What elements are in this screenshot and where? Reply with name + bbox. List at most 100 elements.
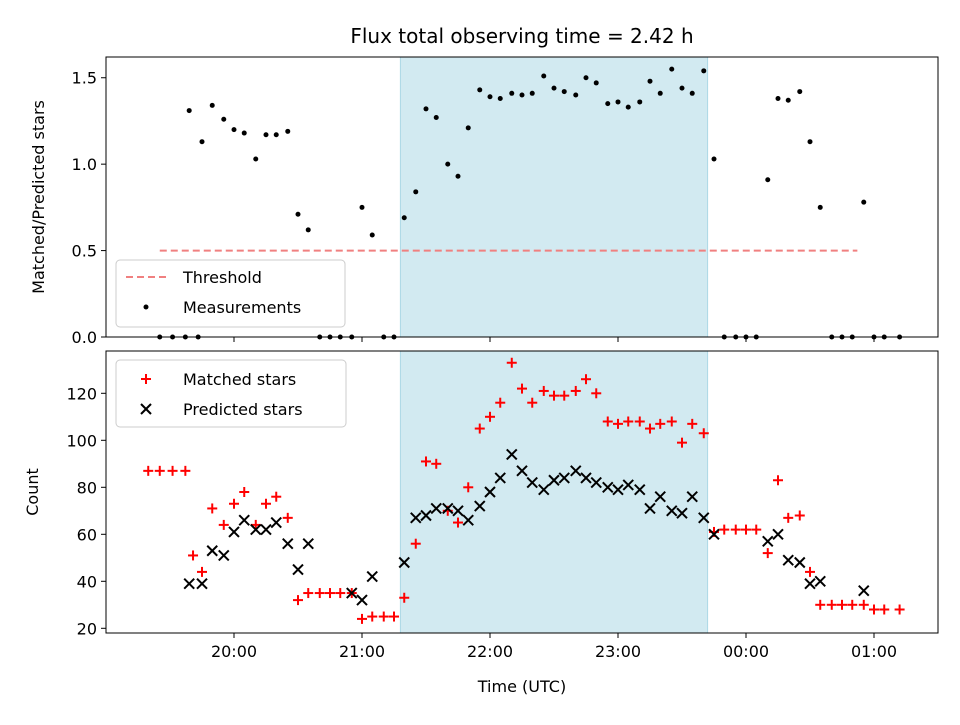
matched-star-point bbox=[645, 423, 655, 434]
matched-star-point bbox=[378, 611, 389, 622]
matched-star-point bbox=[847, 599, 858, 610]
predicted-star-point bbox=[858, 584, 870, 597]
matched-star-point bbox=[453, 517, 463, 528]
matched-star-point bbox=[602, 416, 613, 427]
legend-measurements-swatch bbox=[143, 304, 149, 310]
measurement-point bbox=[669, 66, 675, 72]
predicted-star-point-b bbox=[602, 481, 614, 494]
x-tick-label: 22:00 bbox=[467, 642, 513, 661]
matched-star-point bbox=[474, 423, 485, 434]
predicted-star-point bbox=[430, 502, 442, 515]
measurement-point bbox=[477, 87, 483, 93]
x-tick-label: 00:00 bbox=[723, 642, 769, 661]
legend-measurements-label: Measurements bbox=[183, 298, 301, 317]
predicted-star-point-b bbox=[398, 556, 410, 569]
predicted-star-point-b bbox=[666, 505, 678, 517]
predicted-star-point-b bbox=[526, 476, 538, 489]
predicted-star-point bbox=[634, 483, 646, 496]
predicted-star-point-b bbox=[462, 514, 474, 526]
matched-star-point bbox=[399, 592, 410, 603]
matched-star-point bbox=[154, 465, 165, 476]
predicted-star-point bbox=[442, 502, 454, 515]
matched-star-point bbox=[143, 465, 154, 476]
predicted-star-point-b bbox=[346, 587, 358, 599]
matched-star-point bbox=[180, 465, 191, 476]
predicted-star-point-b bbox=[228, 526, 240, 538]
matched-star-point bbox=[613, 418, 623, 429]
predicted-star-point bbox=[666, 505, 678, 517]
predicted-star-point bbox=[794, 556, 806, 569]
legend-plus-mark bbox=[141, 374, 151, 384]
measurement-point bbox=[423, 106, 429, 112]
predicted-star-point bbox=[196, 577, 208, 590]
predicted-star-point-b bbox=[260, 523, 272, 536]
legend-x-mark bbox=[140, 403, 152, 415]
predicted-star-point-b bbox=[538, 483, 550, 496]
matched-star-point bbox=[762, 548, 773, 559]
measurement-point bbox=[231, 127, 237, 133]
predicted-star-point bbox=[612, 483, 624, 496]
measurement-point bbox=[657, 90, 663, 96]
measurement-point bbox=[519, 92, 525, 98]
predicted-star-point bbox=[410, 512, 422, 524]
predicted-star-point-b bbox=[250, 523, 262, 536]
predicted-star-point bbox=[762, 535, 774, 548]
predicted-star-point bbox=[228, 526, 240, 538]
matched-star-point bbox=[303, 588, 314, 599]
measurement-point bbox=[583, 75, 589, 81]
matched-star-point bbox=[879, 604, 890, 615]
predicted-star-point-b bbox=[282, 537, 294, 550]
legend-x-mark-b bbox=[140, 403, 152, 415]
predicted-star-point bbox=[804, 577, 816, 590]
top-legend: Threshold Measurements bbox=[115, 259, 346, 328]
measurement-point bbox=[401, 215, 407, 221]
matched-star-point bbox=[773, 475, 783, 486]
predicted-star-point bbox=[270, 516, 282, 529]
measurement-point bbox=[605, 101, 611, 107]
matched-star-point bbox=[719, 524, 730, 535]
matched-star-point bbox=[815, 599, 826, 610]
bottom-y-tick-label: 60 bbox=[77, 525, 97, 544]
legend-matched-swatch bbox=[141, 374, 151, 384]
predicted-star-point bbox=[292, 563, 304, 576]
matched-star-point bbox=[293, 595, 303, 606]
predicted-star-point bbox=[356, 594, 368, 606]
matched-star-point bbox=[570, 385, 581, 396]
predicted-star-point-b bbox=[782, 554, 794, 566]
predicted-star-point-b bbox=[634, 483, 646, 496]
matched-star-point bbox=[389, 611, 399, 622]
predicted-star-point-b bbox=[430, 502, 442, 515]
predicted-star-point-b bbox=[292, 563, 304, 576]
predicted-star-point-b bbox=[762, 535, 774, 548]
predicted-star-point bbox=[452, 505, 464, 517]
measurement-point bbox=[455, 173, 461, 179]
matched-star-point bbox=[783, 512, 794, 523]
top-y-tick-label: 1.5 bbox=[72, 69, 97, 88]
bottom-y-tick-label: 20 bbox=[77, 619, 97, 638]
predicted-star-point bbox=[698, 512, 710, 524]
legend-matched-label: Matched stars bbox=[183, 370, 296, 389]
measurement-point bbox=[221, 116, 227, 122]
predicted-star-point bbox=[484, 486, 496, 498]
predicted-star-point bbox=[420, 509, 432, 522]
predicted-star-point bbox=[516, 465, 528, 477]
top-legend-box bbox=[115, 259, 346, 328]
predicted-star-point-b bbox=[183, 577, 195, 590]
predicted-star-point bbox=[302, 537, 314, 550]
predicted-star-point-b bbox=[612, 483, 624, 496]
measurement-point bbox=[637, 99, 643, 105]
bottom-y-tick-label: 120 bbox=[66, 384, 97, 403]
predicted-star-point-b bbox=[580, 472, 592, 484]
matched-star-point bbox=[794, 510, 805, 521]
matched-star-point bbox=[581, 374, 591, 385]
predicted-star-point bbox=[602, 481, 614, 494]
x-axis-label: Time (UTC) bbox=[477, 677, 566, 696]
measurement-point bbox=[433, 114, 439, 120]
predicted-star-point bbox=[782, 554, 794, 566]
matched-star-point bbox=[410, 538, 421, 549]
measurement-point bbox=[785, 97, 791, 103]
predicted-star-point bbox=[238, 514, 250, 526]
matched-star-point bbox=[623, 416, 634, 427]
predicted-star-point bbox=[654, 490, 666, 503]
measurement-point bbox=[701, 68, 707, 74]
